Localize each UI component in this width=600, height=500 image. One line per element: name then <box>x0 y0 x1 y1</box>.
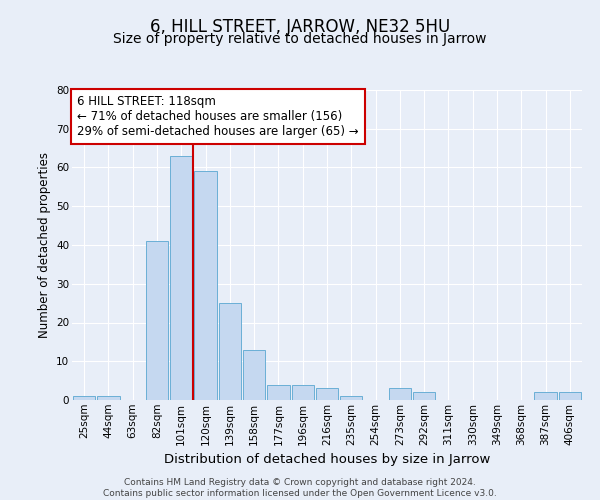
Bar <box>316 388 338 400</box>
Text: Size of property relative to detached houses in Jarrow: Size of property relative to detached ho… <box>113 32 487 46</box>
Y-axis label: Number of detached properties: Number of detached properties <box>38 152 50 338</box>
Bar <box>194 172 217 400</box>
Bar <box>340 396 362 400</box>
Bar <box>218 303 241 400</box>
X-axis label: Distribution of detached houses by size in Jarrow: Distribution of detached houses by size … <box>164 453 490 466</box>
Bar <box>170 156 193 400</box>
Bar <box>389 388 411 400</box>
Bar <box>243 350 265 400</box>
Bar <box>97 396 119 400</box>
Text: Contains HM Land Registry data © Crown copyright and database right 2024.
Contai: Contains HM Land Registry data © Crown c… <box>103 478 497 498</box>
Text: 6 HILL STREET: 118sqm
← 71% of detached houses are smaller (156)
29% of semi-det: 6 HILL STREET: 118sqm ← 71% of detached … <box>77 94 359 138</box>
Bar <box>267 384 290 400</box>
Bar <box>413 392 436 400</box>
Bar <box>146 241 168 400</box>
Bar <box>73 396 95 400</box>
Bar <box>535 392 557 400</box>
Bar <box>559 392 581 400</box>
Bar <box>292 384 314 400</box>
Text: 6, HILL STREET, JARROW, NE32 5HU: 6, HILL STREET, JARROW, NE32 5HU <box>150 18 450 36</box>
